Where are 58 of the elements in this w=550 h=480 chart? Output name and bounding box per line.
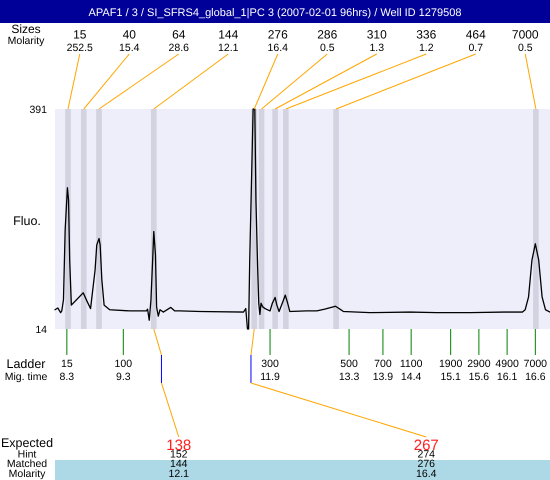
text: Sizes — [11, 22, 41, 36]
x-tick-label: 13.9 — [372, 371, 394, 383]
annotation: 28.6 — [168, 42, 190, 54]
annotation: 0.5 — [320, 42, 335, 54]
text: 1900 — [438, 358, 462, 370]
text: Hint — [18, 448, 36, 460]
band-label: 336 — [416, 28, 437, 42]
text: 100 — [114, 358, 132, 370]
band-label: 15 — [73, 28, 87, 42]
text: Molarity — [8, 35, 46, 47]
x-tick-label: 15.1 — [440, 371, 462, 383]
band-label: 144 — [218, 28, 239, 42]
text: 12.1 — [168, 468, 190, 480]
annotation: 12.1 — [218, 42, 239, 54]
band-label: 7000 — [512, 28, 539, 42]
text: Matched — [6, 458, 48, 470]
text: Molarity — [8, 468, 46, 480]
annotation: 16.4 — [268, 42, 288, 54]
band-label: 286 — [317, 28, 338, 42]
text: 300 — [261, 358, 279, 370]
band-label: 276 — [268, 28, 288, 42]
text: 16.4 — [416, 468, 437, 480]
text: 15 — [61, 358, 73, 370]
band-label: 40 — [122, 28, 136, 42]
text: 1100 — [400, 358, 423, 370]
text: Expected — [0, 436, 54, 450]
text: 4900 — [495, 358, 519, 370]
x-tick-label: 11.9 — [260, 371, 280, 383]
x-tick-label: 14.4 — [400, 371, 422, 383]
y-tick-label: 391 — [29, 104, 48, 116]
x-tick-label: 16.6 — [525, 371, 546, 383]
text: 274 — [417, 448, 436, 460]
band-label: 64 — [172, 28, 186, 42]
y-tick-label: 14 — [35, 324, 48, 336]
line-series — [54, 108, 550, 330]
text: 7000 — [524, 358, 548, 370]
annotation: 1.2 — [418, 42, 434, 54]
text: 276 — [417, 458, 436, 470]
chart-title: APAF1 / 3 / SI_SFRS4_global_1|PC 3 (2007-02-01 96hrs) / Well ID 1279508 — [88, 7, 462, 19]
x-tick-label: 8.3 — [60, 371, 74, 383]
text: 500 — [340, 358, 358, 370]
x-tick-label: 9.3 — [116, 371, 131, 383]
text: 2900 — [467, 358, 491, 370]
x-axis-title: Mig. time — [4, 371, 48, 383]
x-tick-label: 13.3 — [338, 371, 360, 383]
annotation: 15.4 — [119, 42, 140, 54]
x-tick-label: 16.1 — [496, 371, 518, 383]
annotation: 0.5 — [518, 42, 533, 54]
text: Ladder — [6, 357, 46, 371]
annotation: 252.5 — [66, 42, 94, 54]
text: 700 — [374, 358, 392, 370]
band-label: 464 — [466, 28, 486, 42]
x-tick-label: 15.6 — [468, 371, 490, 383]
y-axis-title: Fluo. — [13, 214, 41, 228]
annotation: 0.7 — [468, 42, 484, 54]
text: 144 — [170, 458, 188, 470]
band-label: 310 — [366, 28, 388, 42]
annotation: 1.3 — [369, 42, 384, 54]
